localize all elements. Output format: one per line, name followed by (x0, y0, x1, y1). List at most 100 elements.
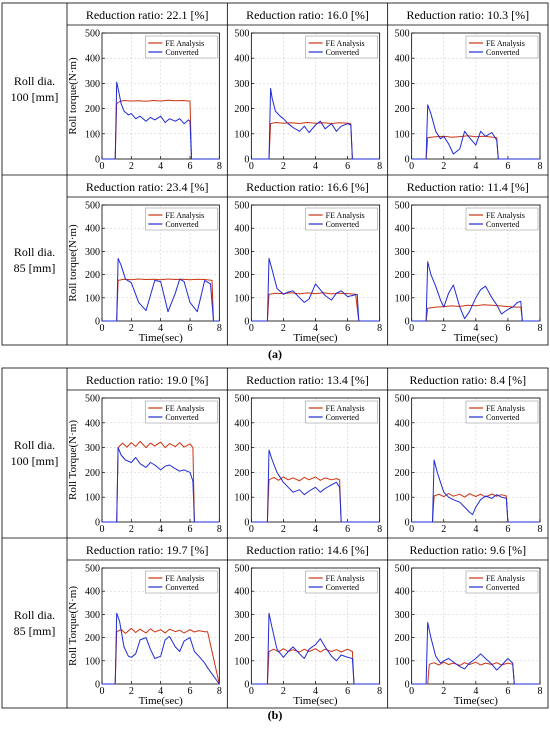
x-tick-label: 8 (217, 161, 222, 172)
chart-title: Reduction ratio: 16.6 [%] (246, 180, 369, 194)
x-tick-label: 4 (473, 161, 478, 172)
y-tick-label: 500 (85, 564, 100, 575)
legend-box (305, 207, 378, 231)
series-line-fe-analysis (251, 122, 380, 160)
legend-label: FE Analysis (486, 39, 525, 48)
x-tick-label: 8 (217, 524, 222, 535)
legend-box (465, 570, 539, 594)
x-tick-label: 4 (473, 686, 478, 697)
series-line-converted (102, 81, 220, 160)
x-tick-label: 4 (313, 524, 318, 535)
series-line-fe-analysis (251, 476, 380, 523)
x-tick-label: 8 (377, 686, 382, 697)
x-tick-label: 2 (281, 323, 286, 334)
y-tick-label: 200 (234, 270, 249, 281)
legend-box (305, 570, 378, 594)
chart-title: Reduction ratio: 9.6 [%] (410, 543, 527, 557)
chart-panel: Reduction ratio: 19.0 [%] 0 2 4 6 8 0 100 200 300… (67, 373, 222, 535)
y-tick-label: 300 (85, 443, 100, 454)
x-tick-label: 6 (188, 161, 193, 172)
x-tick-label: 6 (345, 161, 350, 172)
y-tick-label: 300 (234, 443, 249, 454)
y-tick-label: 200 (395, 270, 410, 281)
x-tick-label: 4 (158, 323, 163, 334)
y-tick-label: 100 (85, 656, 100, 667)
y-tick-label: 200 (85, 270, 100, 281)
y-tick-label: 0 (95, 518, 100, 529)
legend-label: Converted (326, 583, 359, 592)
x-tick-label: 6 (505, 524, 510, 535)
chart-title: Reduction ratio: 10.3 [%] (407, 8, 530, 22)
chart-panel: Reduction ratio: 10.3 [%] 0 2 4 6 8 0 100 200 300… (395, 8, 543, 172)
chart-panel: Reduction ratio: 16.6 [%] 0 2 4 6 8 0 100 200 300… (234, 180, 382, 344)
legend-label: Converted (326, 413, 359, 422)
legend-label: Converted (165, 413, 198, 422)
chart-title: Reduction ratio: 14.6 [%] (246, 543, 369, 557)
y-tick-label: 400 (395, 54, 410, 65)
x-tick-label: 0 (100, 161, 105, 172)
x-tick-label: 6 (345, 686, 350, 697)
legend-label: FE Analysis (326, 574, 365, 583)
y-tick-label: 100 (234, 493, 249, 504)
legend-box (145, 35, 218, 59)
series-line-fe-analysis (411, 493, 540, 523)
legend-box (145, 400, 218, 424)
y-tick-label: 500 (85, 29, 100, 40)
row-label-line1: Roll dia. (14, 245, 55, 259)
y-tick-label: 0 (244, 518, 249, 529)
x-tick-label: 4 (158, 686, 163, 697)
legend-label: FE Analysis (326, 39, 365, 48)
x-tick-label: 2 (441, 686, 446, 697)
x-tick-label: 8 (538, 686, 543, 697)
legend-label: FE Analysis (165, 404, 204, 413)
y-tick-label: 500 (395, 201, 410, 212)
chart-panel: Reduction ratio: 14.6 [%] 0 2 4 6 8 0 100 200 300… (234, 543, 382, 707)
part-caption: (a) (268, 347, 282, 361)
x-tick-label: 8 (377, 323, 382, 334)
legend-label: FE Analysis (165, 39, 204, 48)
y-tick-label: 100 (85, 293, 100, 304)
chart-panel: Reduction ratio: 16.0 [%] 0 2 4 6 8 0 100 200 300… (234, 8, 382, 172)
y-tick-label: 300 (395, 610, 410, 621)
y-tick-label: 500 (85, 201, 100, 212)
chart-title: Reduction ratio: 19.7 [%] (86, 543, 209, 557)
y-tick-label: 500 (234, 564, 249, 575)
chart-title: Reduction ratio: 23.4 [%] (86, 180, 209, 194)
y-tick-label: 0 (405, 317, 410, 328)
x-tick-label: 0 (100, 524, 105, 535)
y-tick-label: 0 (405, 680, 410, 691)
legend-box (305, 35, 378, 59)
y-tick-label: 500 (395, 564, 410, 575)
x-axis-label: Time(sec) (454, 695, 499, 707)
chart-title: Reduction ratio: 22.1 [%] (86, 8, 209, 22)
x-axis-label: Time(sec) (293, 332, 338, 344)
y-tick-label: 300 (85, 79, 100, 90)
y-tick-label: 0 (244, 155, 249, 166)
legend-label: Converted (486, 583, 519, 592)
chart-panel: Reduction ratio: 22.1 [%] 0 2 4 6 8 0 100 200 300… (67, 8, 222, 172)
chart-title: Reduction ratio: 13.4 [%] (246, 373, 369, 387)
row-label-line1: Roll dia. (14, 438, 55, 452)
y-tick-label: 200 (395, 633, 410, 644)
x-tick-label: 4 (313, 323, 318, 334)
x-tick-label: 4 (313, 161, 318, 172)
legend-label: FE Analysis (486, 404, 525, 413)
y-tick-label: 500 (395, 394, 410, 405)
x-tick-label: 6 (345, 323, 350, 334)
legend-label: FE Analysis (326, 404, 365, 413)
series-line-fe-analysis (411, 661, 540, 685)
y-tick-label: 400 (234, 418, 249, 429)
legend-label: Converted (326, 220, 359, 229)
legend-label: FE Analysis (486, 211, 525, 220)
y-tick-label: 500 (234, 394, 249, 405)
y-axis-label: Roll torque(N·m) (67, 57, 79, 135)
legend-label: Converted (486, 48, 519, 57)
charts-layer: Reduction ratio: 22.1 [%]0 2 4 6 80100200300… (67, 8, 543, 707)
x-tick-label: 8 (377, 161, 382, 172)
y-tick-label: 300 (85, 247, 100, 258)
y-tick-label: 0 (405, 518, 410, 529)
y-tick-label: 500 (395, 29, 410, 40)
row-label-line2: 100 [mm] (11, 454, 59, 468)
chart-title: Reduction ratio: 11.4 [%] (407, 180, 529, 194)
y-axis-label: Roll torque(N·m) (67, 224, 79, 302)
